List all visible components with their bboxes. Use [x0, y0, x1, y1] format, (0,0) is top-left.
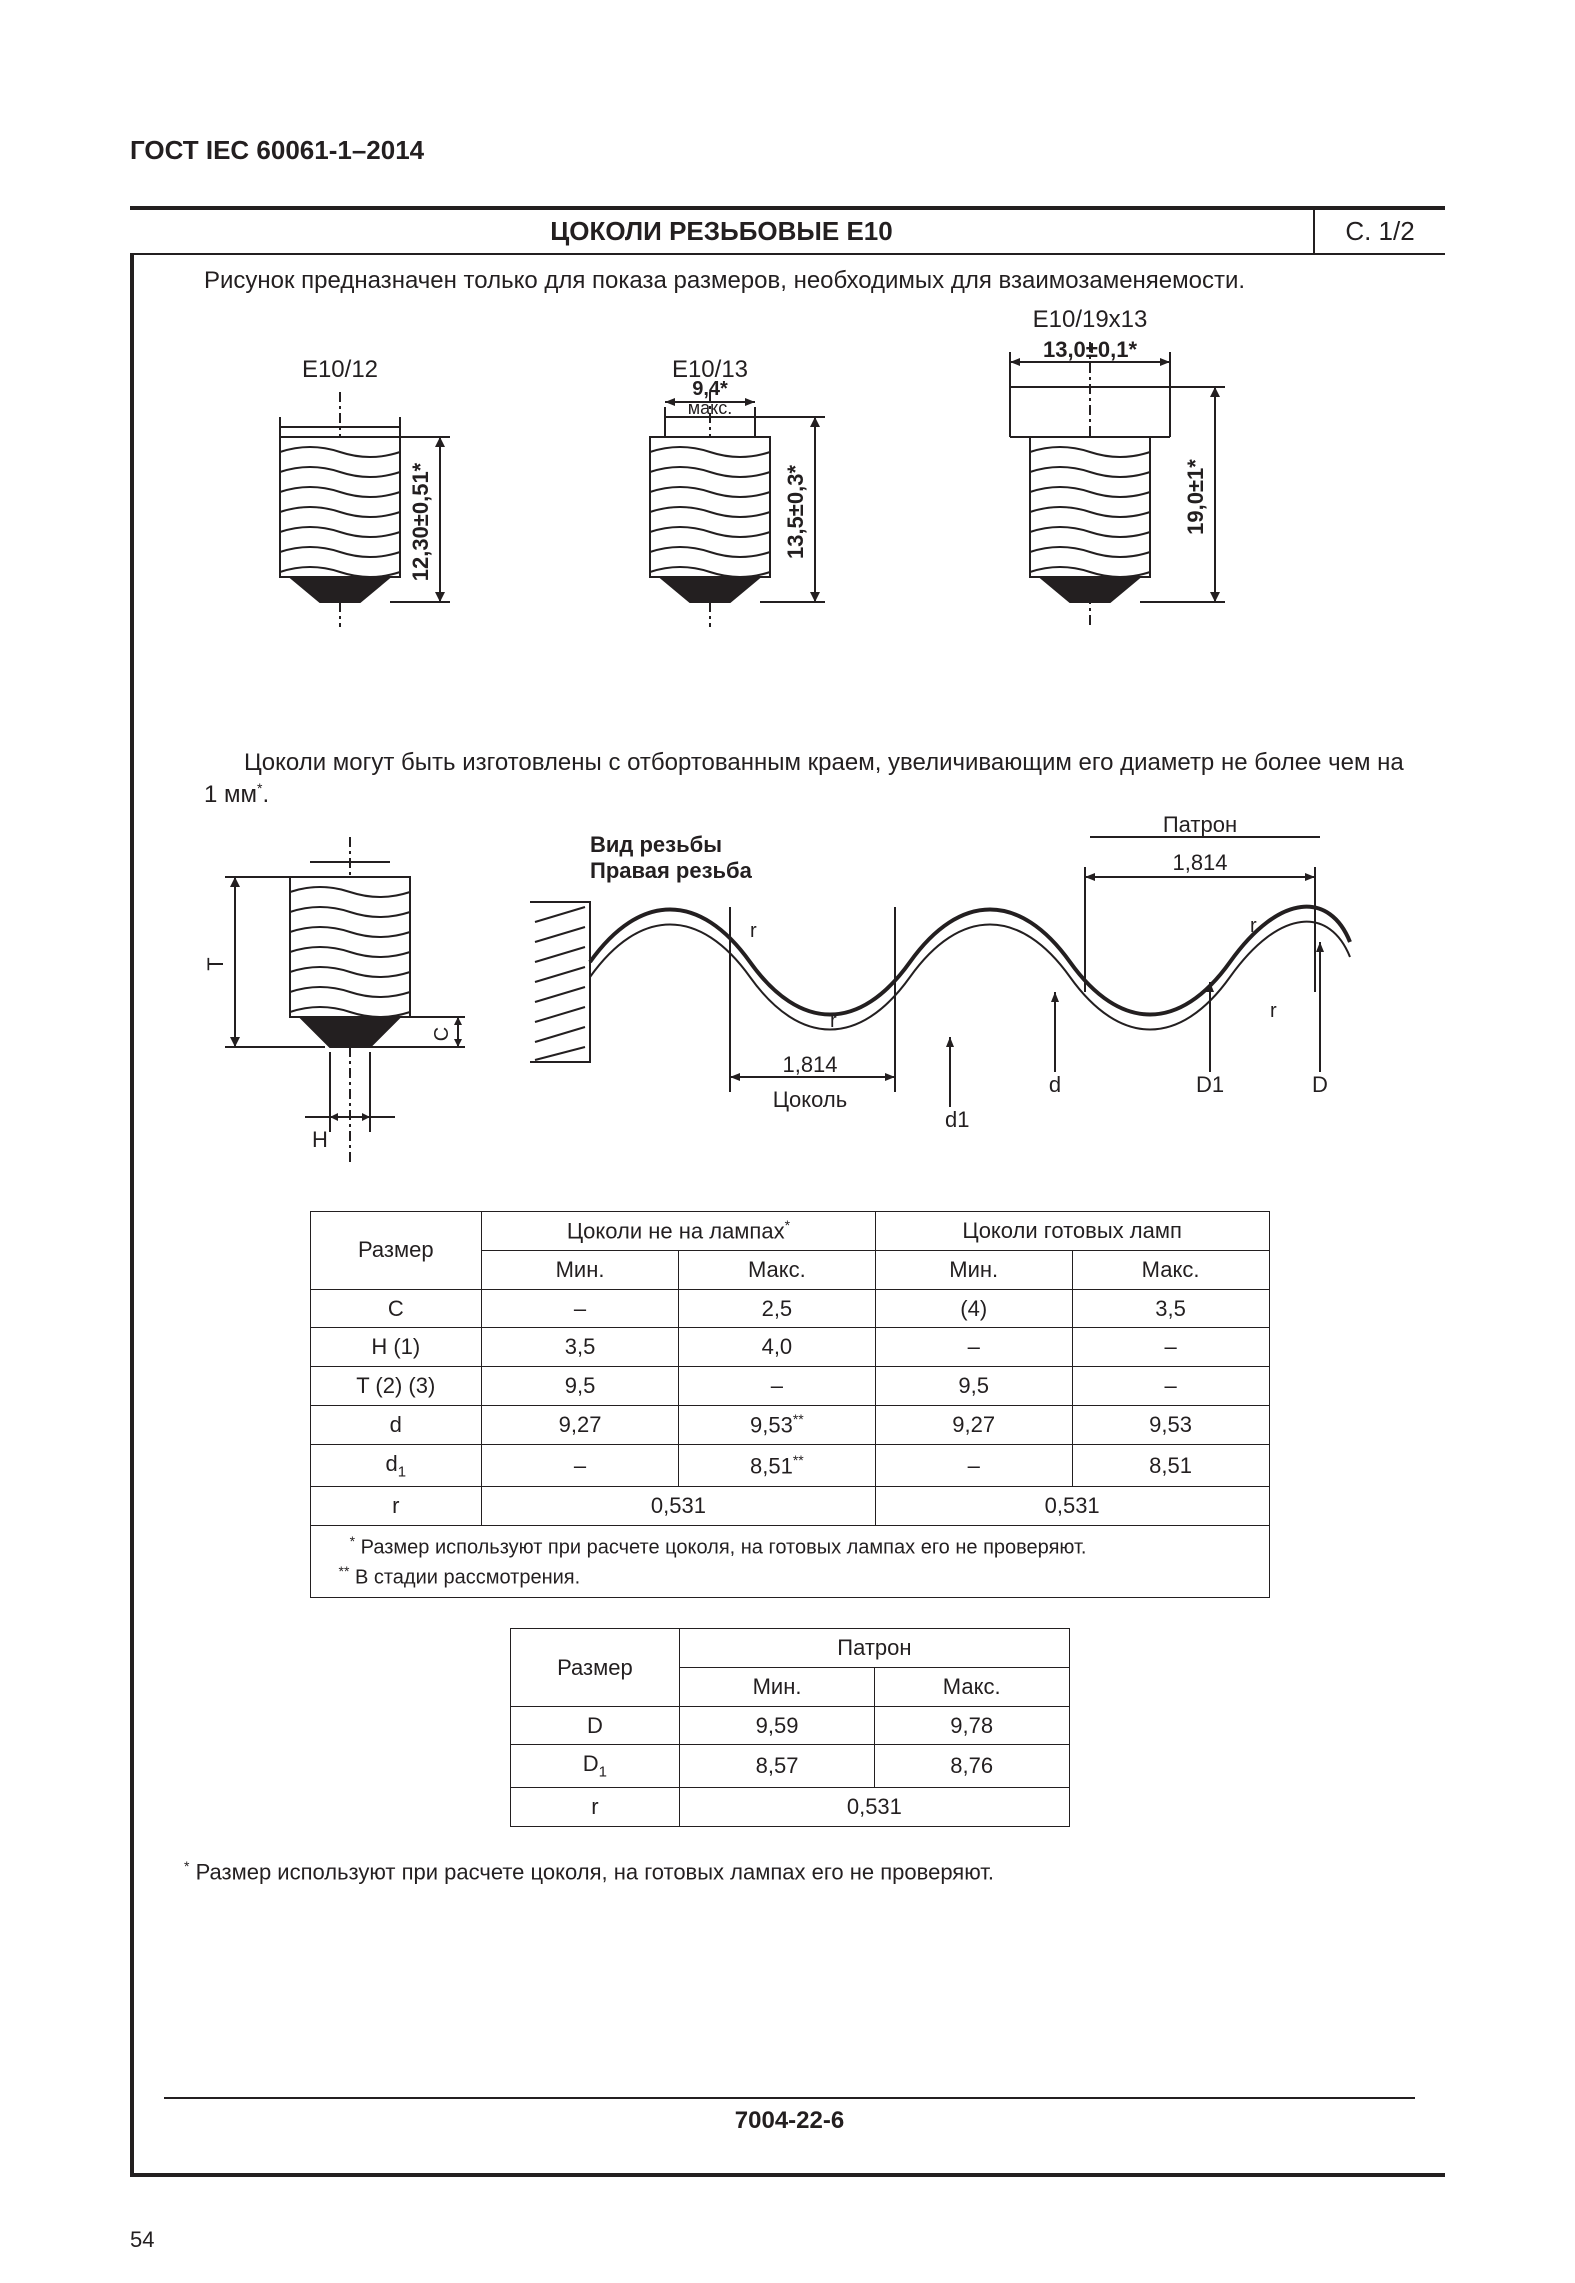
- table-row: D9,599,78: [510, 1706, 1069, 1745]
- t1-min2: Мин.: [875, 1250, 1072, 1289]
- table-row: C–2,5(4)3,5: [310, 1289, 1269, 1328]
- cap2-topdim-sub: макс.: [687, 398, 731, 418]
- d1-label: d1: [945, 1107, 969, 1132]
- page-number: 54: [130, 2227, 154, 2253]
- t1-grp2: Цоколи готовых ламп: [875, 1211, 1269, 1250]
- r3: r: [1250, 915, 1257, 937]
- cap3-topdim: 13,0±0,1*: [1042, 337, 1136, 362]
- cap2-topdim: 9,4*: [692, 378, 728, 400]
- r1: r: [750, 920, 757, 942]
- global-footnote: * Размер используют при расчете цоколя, …: [164, 1827, 1415, 1887]
- t2-min: Мин.: [680, 1668, 875, 1707]
- table-row: d9,279,53**9,279,53: [310, 1405, 1269, 1444]
- cap-label: Цоколь: [772, 1087, 846, 1112]
- r2: r: [830, 1010, 837, 1032]
- thread-title1: Вид резьбы: [590, 832, 722, 857]
- table-row: D18,578,76: [510, 1745, 1069, 1788]
- sheet-page: С. 1/2: [1315, 210, 1445, 253]
- table-row: Размер Патрон: [510, 1629, 1069, 1668]
- r4: r: [1270, 1000, 1277, 1022]
- D1-label: D1: [1195, 1072, 1223, 1097]
- table-row: Размер Цоколи не на лампах* Цоколи готов…: [310, 1211, 1269, 1250]
- sheet-code: 7004-22-6: [164, 2097, 1415, 2143]
- table-row: H (1)3,54,0––: [310, 1328, 1269, 1367]
- standard-code: ГОСТ IEC 60061-1–2014: [130, 135, 1445, 166]
- t1-max2: Макс.: [1072, 1250, 1269, 1289]
- content: Рисунок предназначен только для показа р…: [130, 255, 1445, 2173]
- t1-r4-amax: 8,51: [750, 1453, 793, 1478]
- cap2-height: 13,5±0,3*: [783, 465, 808, 559]
- table1: Размер Цоколи не на лампах* Цоколи готов…: [310, 1211, 1270, 1526]
- T-label: T: [203, 957, 228, 970]
- cap-pitch: 1,814: [782, 1052, 837, 1077]
- t1-grp1: Цоколи не на лампах*: [482, 1211, 876, 1250]
- t1-max1: Макс.: [678, 1250, 875, 1289]
- table-row: d1–8,51**–8,51: [310, 1444, 1269, 1487]
- cap1-height: 12,30±0,51*: [408, 463, 433, 582]
- t2-max: Макс.: [874, 1668, 1069, 1707]
- t2-grp: Патрон: [680, 1629, 1069, 1668]
- title-row: ЦОКОЛИ РЕЗЬБОВЫЕ E10 С. 1/2: [130, 210, 1445, 255]
- holder-label: Патрон: [1162, 812, 1236, 837]
- H-label: H: [312, 1127, 328, 1152]
- cap3-height: 19,0±1*: [1183, 459, 1208, 535]
- cap3-label-top: E10/19x13: [1032, 306, 1147, 333]
- sheet-title: ЦОКОЛИ РЕЗЬБОВЫЕ E10: [130, 210, 1315, 253]
- d-label: d: [1048, 1072, 1060, 1097]
- t1-r3-amax: 9,53: [750, 1412, 793, 1437]
- flange-note-text: Цоколи могут быть изготовлены с отбортов…: [204, 749, 1404, 808]
- t1-dim-hdr: Размер: [310, 1211, 482, 1289]
- section-thread-diagrams: T C H: [164, 812, 1415, 1201]
- table-row: r0,531: [510, 1788, 1069, 1827]
- section-svg: T C H: [190, 812, 1390, 1192]
- flange-note-marker: *: [257, 780, 262, 796]
- table1-wrap: Размер Цоколи не на лампах* Цоколи готов…: [310, 1211, 1270, 1598]
- table2: Размер Патрон Мин. Макс. D9,599,78 D18,5…: [510, 1628, 1070, 1826]
- flange-note: Цоколи могут быть изготовлены с отбортов…: [164, 737, 1415, 812]
- table1-footnotes: * Размер используют при расчете цоколя, …: [310, 1526, 1270, 1598]
- table-row: r0,5310,531: [310, 1487, 1269, 1526]
- thread-title2: Правая резьба: [590, 858, 753, 883]
- table-row: T (2) (3)9,5–9,5–: [310, 1367, 1269, 1406]
- note-top: Рисунок предназначен только для показа р…: [164, 255, 1415, 297]
- holder-pitch: 1,814: [1172, 850, 1227, 875]
- D-label: D: [1312, 1072, 1328, 1097]
- caps-svg: E10/12: [190, 297, 1390, 727]
- C-label: C: [431, 1026, 453, 1040]
- page: ГОСТ IEC 60061-1–2014 ЦОКОЛИ РЕЗЬБОВЫЕ E…: [0, 0, 1575, 2283]
- t2-dim-hdr: Размер: [510, 1629, 680, 1706]
- cap-diagrams: E10/12: [164, 297, 1415, 736]
- cap1-label: E10/12: [301, 356, 377, 383]
- frame: ЦОКОЛИ РЕЗЬБОВЫЕ E10 С. 1/2 Рисунок пред…: [130, 206, 1445, 2177]
- t1-min1: Мин.: [482, 1250, 679, 1289]
